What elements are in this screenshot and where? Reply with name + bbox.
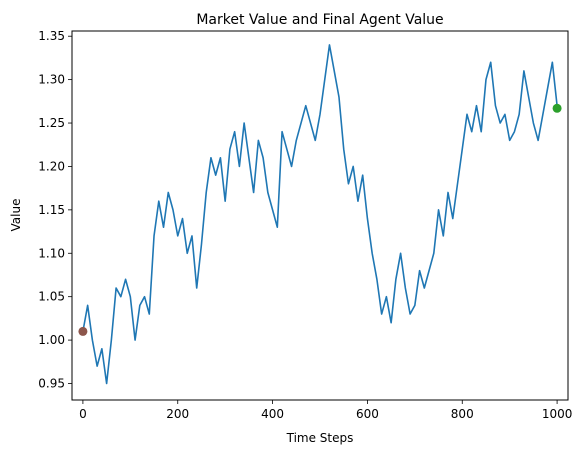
- x-tick-label: 0: [79, 407, 87, 421]
- y-tick-label: 1.15: [38, 203, 65, 217]
- y-tick-label: 1.35: [38, 29, 65, 43]
- plot-area: [78, 44, 562, 385]
- y-tick-label: 1.25: [38, 116, 65, 130]
- y-tick-label: 1.10: [38, 246, 65, 260]
- y-tick-label: 1.30: [38, 73, 65, 87]
- series-line-0: [82, 44, 558, 385]
- y-tick-label: 1.05: [38, 290, 65, 304]
- y-tick-label: 0.95: [38, 377, 65, 391]
- y-tick-label: 1.00: [38, 333, 65, 347]
- x-tick-label: 800: [451, 407, 474, 421]
- final-agent-marker: [552, 103, 562, 113]
- chart-title: Market Value and Final Agent Value: [196, 12, 443, 28]
- y-axis-label: Value: [9, 199, 23, 232]
- x-tick-label: 600: [356, 407, 379, 421]
- start-marker: [78, 326, 88, 336]
- x-axis: 0 200 400 600 800 1000: [79, 400, 572, 421]
- plot-frame: [71, 30, 569, 401]
- x-tick-label: 400: [261, 407, 284, 421]
- x-axis-label: Time Steps: [286, 431, 354, 445]
- x-tick-label: 1000: [542, 407, 573, 421]
- y-tick-label: 1.20: [38, 159, 65, 173]
- y-axis: 0.95 1.00 1.05 1.10 1.15 1.20 1.25 1.30 1.35: [38, 29, 72, 391]
- x-tick-label: 200: [166, 407, 189, 421]
